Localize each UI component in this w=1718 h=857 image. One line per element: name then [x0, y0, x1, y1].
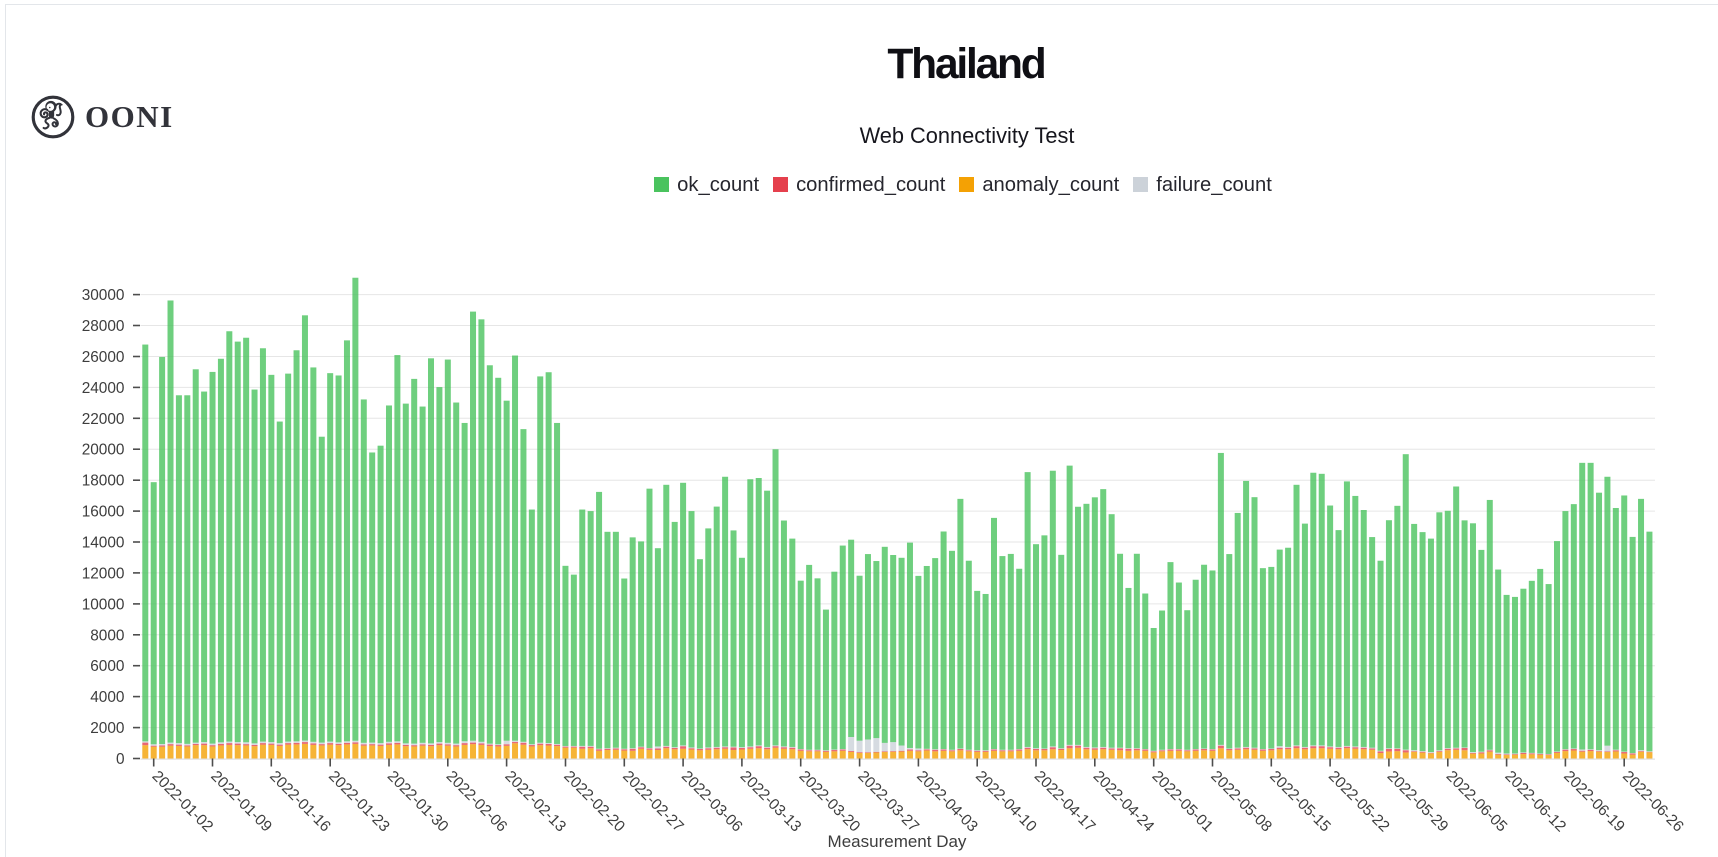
svg-text:2022-04-17: 2022-04-17 [1031, 768, 1099, 836]
svg-text:28000: 28000 [82, 318, 125, 335]
svg-text:2022-04-10: 2022-04-10 [972, 768, 1040, 836]
svg-text:2022-04-03: 2022-04-03 [913, 768, 981, 836]
svg-text:2022-02-06: 2022-02-06 [443, 768, 511, 836]
svg-text:18000: 18000 [82, 473, 125, 490]
svg-text:2022-02-20: 2022-02-20 [560, 768, 628, 836]
svg-text:6000: 6000 [90, 658, 124, 675]
svg-text:2022-05-08: 2022-05-08 [1207, 768, 1275, 836]
svg-text:2022-05-29: 2022-05-29 [1384, 768, 1452, 836]
svg-text:30000: 30000 [82, 287, 125, 304]
svg-text:2022-06-12: 2022-06-12 [1501, 768, 1569, 836]
svg-text:2022-02-13: 2022-02-13 [501, 768, 569, 836]
svg-text:2022-01-09: 2022-01-09 [207, 768, 275, 836]
svg-text:24000: 24000 [82, 380, 125, 397]
svg-text:2022-03-13: 2022-03-13 [737, 768, 805, 836]
svg-text:22000: 22000 [82, 411, 125, 428]
svg-text:0: 0 [116, 751, 125, 768]
svg-text:2022-02-27: 2022-02-27 [619, 768, 687, 836]
svg-text:2022-06-19: 2022-06-19 [1560, 768, 1628, 836]
svg-text:2022-01-02: 2022-01-02 [149, 768, 217, 836]
svg-text:2022-05-15: 2022-05-15 [1266, 768, 1334, 836]
svg-text:2022-05-22: 2022-05-22 [1325, 768, 1393, 836]
svg-text:2022-01-16: 2022-01-16 [266, 768, 334, 836]
svg-text:20000: 20000 [82, 442, 125, 459]
svg-text:14000: 14000 [82, 535, 125, 552]
svg-text:2022-03-27: 2022-03-27 [854, 768, 922, 836]
svg-text:Measurement Day: Measurement Day [828, 832, 967, 851]
svg-text:8000: 8000 [90, 627, 124, 644]
svg-text:2022-05-01: 2022-05-01 [1149, 768, 1217, 836]
svg-text:4000: 4000 [90, 689, 124, 706]
svg-text:2022-01-23: 2022-01-23 [325, 768, 393, 836]
svg-text:2022-03-20: 2022-03-20 [796, 768, 864, 836]
svg-text:2022-06-26: 2022-06-26 [1619, 768, 1687, 836]
svg-text:2000: 2000 [90, 720, 124, 737]
svg-text:12000: 12000 [82, 565, 125, 582]
svg-text:16000: 16000 [82, 504, 125, 521]
svg-text:2022-04-24: 2022-04-24 [1090, 768, 1158, 836]
svg-text:10000: 10000 [82, 596, 125, 613]
svg-text:26000: 26000 [82, 349, 125, 366]
svg-text:2022-01-30: 2022-01-30 [384, 768, 452, 836]
svg-text:2022-03-06: 2022-03-06 [678, 768, 746, 836]
svg-text:2022-06-05: 2022-06-05 [1443, 768, 1511, 836]
